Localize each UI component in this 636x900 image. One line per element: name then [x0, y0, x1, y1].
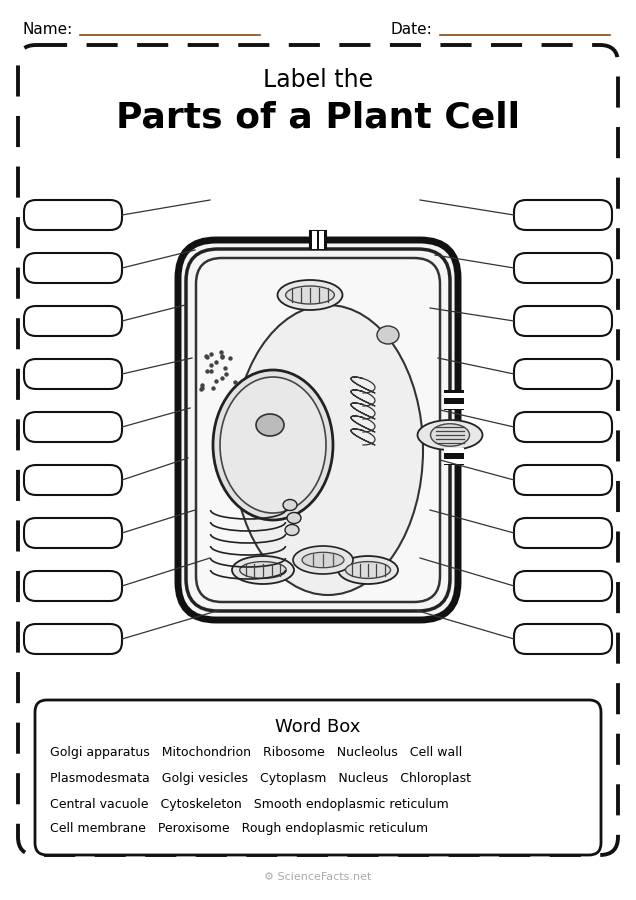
FancyBboxPatch shape: [24, 253, 122, 283]
FancyBboxPatch shape: [514, 253, 612, 283]
FancyBboxPatch shape: [24, 465, 122, 495]
Bar: [312, 231, 317, 249]
Ellipse shape: [233, 305, 423, 595]
FancyBboxPatch shape: [514, 518, 612, 548]
Ellipse shape: [285, 525, 299, 535]
Ellipse shape: [417, 420, 483, 450]
Bar: [444, 448, 464, 453]
Ellipse shape: [377, 326, 399, 344]
Bar: [319, 231, 324, 249]
Bar: [444, 390, 464, 410]
Text: Word Box: Word Box: [275, 718, 361, 736]
FancyBboxPatch shape: [24, 306, 122, 336]
FancyBboxPatch shape: [514, 412, 612, 442]
Ellipse shape: [338, 556, 398, 584]
FancyBboxPatch shape: [24, 571, 122, 601]
Bar: [444, 404, 464, 409]
FancyBboxPatch shape: [514, 624, 612, 654]
Text: Name:: Name:: [22, 22, 73, 37]
Text: Date:: Date:: [390, 22, 432, 37]
FancyBboxPatch shape: [24, 200, 122, 230]
Bar: [444, 393, 464, 398]
Ellipse shape: [345, 562, 391, 579]
FancyBboxPatch shape: [196, 258, 440, 602]
Text: Central vacuole   Cytoskeleton   Smooth endoplasmic reticulum: Central vacuole Cytoskeleton Smooth endo…: [50, 798, 449, 811]
Ellipse shape: [293, 546, 353, 574]
FancyBboxPatch shape: [178, 240, 458, 620]
Text: Parts of a Plant Cell: Parts of a Plant Cell: [116, 100, 520, 134]
Ellipse shape: [286, 286, 335, 304]
FancyBboxPatch shape: [514, 306, 612, 336]
FancyBboxPatch shape: [514, 571, 612, 601]
Ellipse shape: [220, 377, 326, 513]
Ellipse shape: [302, 553, 344, 568]
FancyBboxPatch shape: [514, 465, 612, 495]
Text: ⚙ ScienceFacts.net: ⚙ ScienceFacts.net: [265, 872, 371, 882]
Ellipse shape: [431, 424, 469, 446]
Bar: [310, 231, 326, 249]
Text: Plasmodesmata   Golgi vesicles   Cytoplasm   Nucleus   Chloroplast: Plasmodesmata Golgi vesicles Cytoplasm N…: [50, 772, 471, 785]
FancyBboxPatch shape: [514, 200, 612, 230]
FancyBboxPatch shape: [35, 700, 601, 855]
FancyBboxPatch shape: [24, 412, 122, 442]
Ellipse shape: [213, 370, 333, 520]
FancyBboxPatch shape: [24, 518, 122, 548]
FancyBboxPatch shape: [514, 359, 612, 389]
Ellipse shape: [283, 500, 297, 510]
Ellipse shape: [256, 414, 284, 436]
Ellipse shape: [240, 562, 286, 579]
Bar: [444, 445, 464, 465]
Ellipse shape: [287, 512, 301, 524]
Text: Label the: Label the: [263, 68, 373, 92]
Ellipse shape: [277, 280, 343, 310]
Text: Golgi apparatus   Mitochondrion   Ribosome   Nucleolus   Cell wall: Golgi apparatus Mitochondrion Ribosome N…: [50, 746, 462, 759]
FancyBboxPatch shape: [24, 359, 122, 389]
Text: Cell membrane   Peroxisome   Rough endoplasmic reticulum: Cell membrane Peroxisome Rough endoplasm…: [50, 822, 428, 835]
Bar: [444, 459, 464, 464]
FancyBboxPatch shape: [24, 624, 122, 654]
Ellipse shape: [232, 556, 294, 584]
